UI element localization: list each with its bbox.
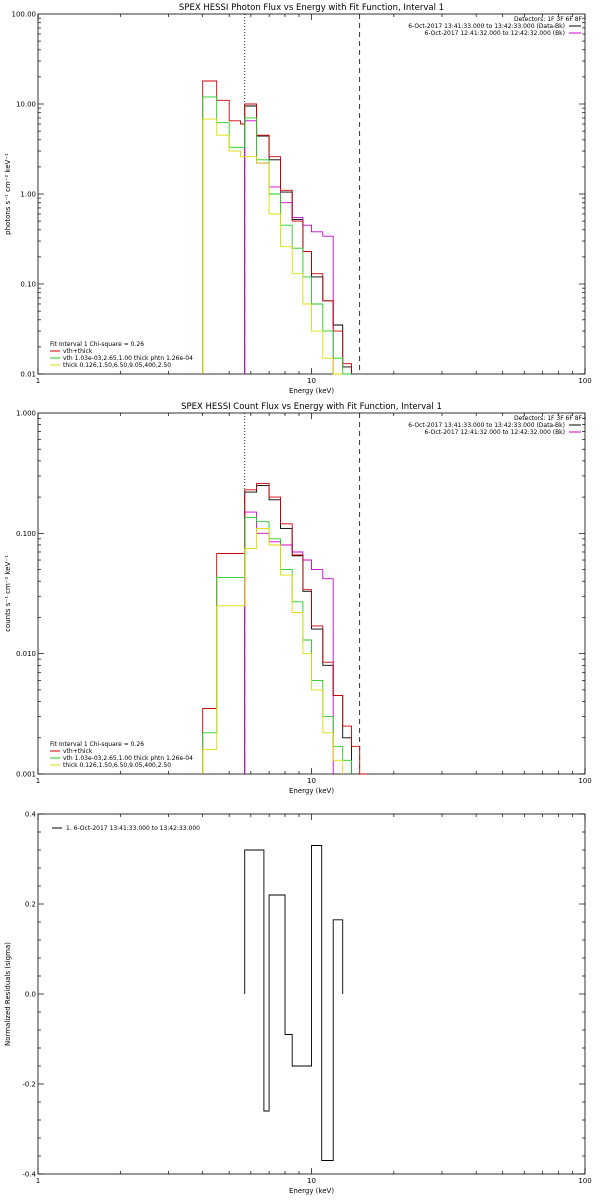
residual-legend: 1. 6-Oct-2017 13:41:33.000 to 13:42:33.0… [66, 825, 200, 832]
y-tick-label: -0.2 [22, 1081, 36, 1089]
x-axis-label: Energy (keV) [289, 1187, 334, 1195]
y-tick-label: 0.4 [25, 811, 37, 819]
series-residuals [244, 845, 344, 1161]
fit-interval-label: Fit Interval 1 Chi-square = 0.26 [50, 741, 144, 748]
x-tick-label: 1 [36, 777, 40, 785]
y-tick-label: 100.00 [12, 11, 37, 19]
series-vth-thick [202, 482, 368, 775]
legend-time-entry: 6-Oct-2017 12:41:32.000 to 12:42:32.000 … [425, 30, 566, 37]
legend-fit-entry: thick 0.126,1.50,6.50,9.05,400,2.50 [63, 362, 171, 369]
x-tick-label: 1 [36, 377, 40, 385]
x-tick-label: 10 [307, 777, 316, 785]
x-tick-label: 100 [578, 377, 591, 385]
legend-fit-entry: vth 1.03e-03,2.65,1.00 thick phtn 1.26e-… [63, 355, 193, 362]
detectors-label: Detectors: 1F 3F 6F 8F [514, 415, 583, 422]
detectors-label: Detectors: 1F 3F 6F 8F [514, 16, 583, 23]
chart-3: Energy (keV) Normalized Residuals (sigma)… [4, 811, 592, 1196]
chart-title: SPEX HESSI Photon Flux vs Energy with Fi… [179, 3, 444, 13]
y-axis-label: Normalized Residuals (sigma) [4, 942, 12, 1046]
series-vth-thick [202, 80, 352, 374]
legend-time-entry: 6-Oct-2017 13:41:33.000 to 13:42:33.000 … [408, 23, 565, 30]
series-thick [202, 527, 344, 774]
y-tick-label: 0.2 [25, 901, 36, 909]
series-vth [202, 96, 352, 375]
y-tick-label: 0.010 [16, 650, 36, 658]
x-tick-label: 10 [307, 377, 316, 385]
y-tick-label: 0.01 [20, 371, 36, 379]
legend-fit-entry: thick 0.126,1.50,6.50,9.05,400,2.50 [63, 762, 171, 769]
chart-2: SPEX HESSI Count Flux vs Energy with Fit… [4, 402, 592, 795]
y-axis-label: counts s⁻¹ cm⁻² keV⁻¹ [4, 555, 12, 632]
legend-fit-entry: vth+thick [63, 348, 93, 355]
x-tick-label: 100 [578, 777, 591, 785]
y-tick-label: -0.4 [22, 1171, 36, 1179]
series-vth [202, 517, 352, 774]
series-bk [244, 120, 334, 374]
series-thick [202, 118, 343, 375]
x-axis-label: Energy (keV) [289, 787, 334, 795]
y-axis-label: photons s⁻¹ cm⁻² keV⁻¹ [4, 153, 12, 235]
y-tick-label: 0.100 [16, 530, 36, 538]
legend-fit-entry: vth+thick [63, 748, 93, 755]
series-data-bk [244, 105, 352, 374]
legend-fit-entry: vth 1.03e-03,2.65,1.00 thick phtn 1.26e-… [63, 755, 193, 762]
y-tick-label: 0.001 [16, 771, 36, 779]
legend-time-entry: 6-Oct-2017 13:41:33.000 to 13:42:33.000 … [408, 422, 565, 429]
fit-interval-label: Fit Interval 1 Chi-square = 0.26 [50, 341, 144, 348]
y-tick-label: 10.00 [16, 101, 36, 109]
y-tick-label: 1.00 [20, 191, 36, 199]
x-axis-label: Energy (keV) [289, 387, 334, 395]
x-tick-label: 100 [578, 1177, 591, 1185]
x-tick-label: 1 [36, 1177, 40, 1185]
series-bk [244, 511, 334, 774]
y-tick-label: 0.10 [20, 281, 36, 289]
legend-time-entry: 6-Oct-2017 12:41:32.000 to 12:42:32.000 … [425, 429, 566, 436]
y-tick-label: 0.0 [25, 991, 36, 999]
y-tick-label: 1.000 [16, 410, 36, 418]
x-tick-label: 10 [307, 1177, 316, 1185]
chart-title: SPEX HESSI Count Flux vs Energy with Fit… [181, 402, 442, 412]
chart-1: SPEX HESSI Photon Flux vs Energy with Fi… [4, 3, 592, 395]
